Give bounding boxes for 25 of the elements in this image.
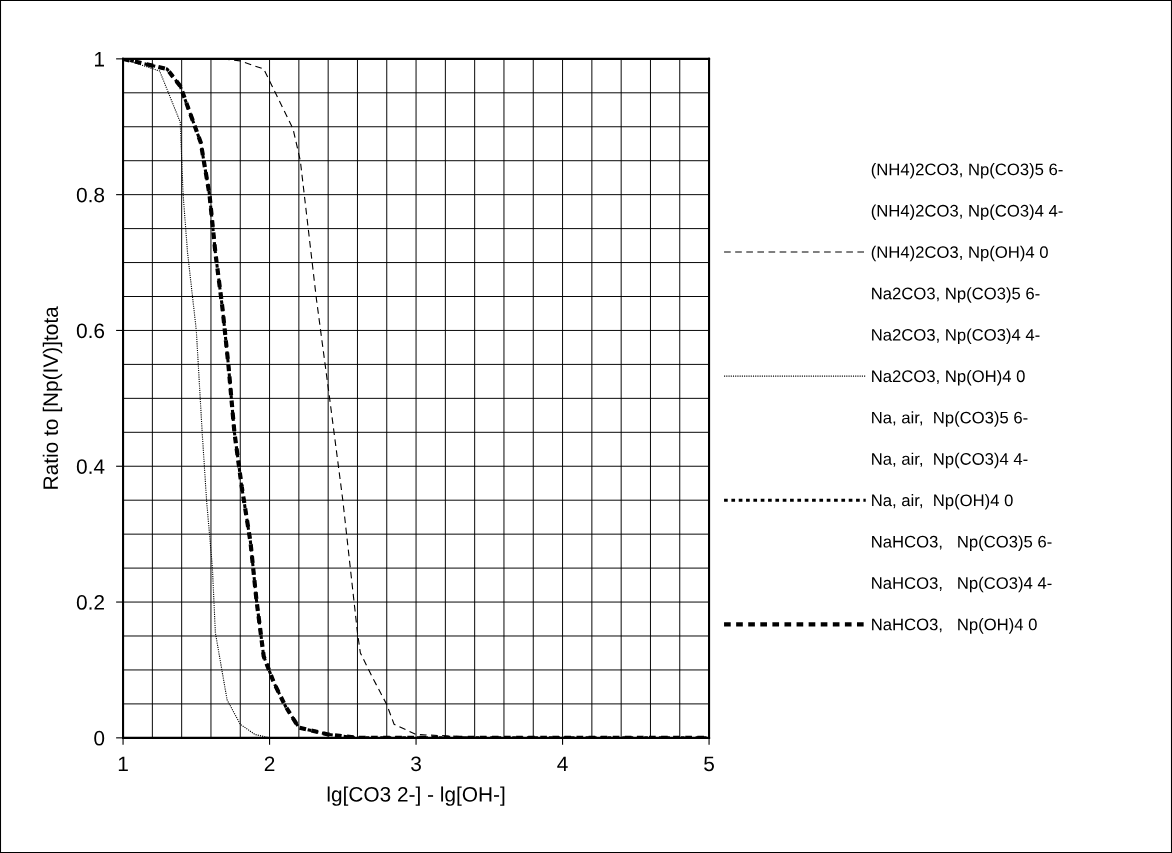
x-tick-label: 4 [557, 756, 568, 771]
x-tick-label: 5 [704, 756, 714, 772]
text: (NH4)2CO3, Np(CO3)5 6- [871, 163, 1063, 179]
text: Na2CO3, Np(CO3)5 6- [872, 287, 1040, 303]
text: NaHCO3, Np(OH)4 0 [872, 618, 1037, 634]
x-axis-title: lg[CO3 2-] - lg[OH-] [327, 786, 505, 806]
text: Na2CO3, Np(OH)4 0 [872, 369, 1025, 386]
x-tick-label: 2 [264, 756, 275, 771]
y-tick-label: 0.6 [76, 323, 105, 339]
y-axis-title: Ratio to [Np(IV)]tota [42, 306, 63, 489]
y-tick-label: 0.4 [76, 459, 105, 474]
text: Na, air, Np(OH)4 0 [872, 494, 1013, 510]
y-tick-label: 1 [95, 52, 104, 67]
text: NaHCO3, Np(CO3)5 6- [872, 535, 1052, 551]
text: NaHCO3, Np(CO3)4 4- [872, 576, 1052, 593]
y-tick-label: 0.8 [76, 187, 105, 203]
text: (NH4)2CO3, Np(OH)4 0 [871, 245, 1048, 262]
x-tick-label: 1 [118, 756, 128, 771]
x-tick-label: 3 [411, 756, 421, 772]
text: (NH4)2CO3, Np(CO3)4 4- [871, 204, 1063, 220]
y-tick-label: 0 [94, 730, 105, 746]
text: Na, air, Np(CO3)4 4- [872, 452, 1028, 469]
text: Na2CO3, Np(CO3)4 4- [872, 328, 1040, 345]
y-tick-label: 0.2 [76, 595, 104, 610]
text: Na, air, Np(CO3)5 6- [872, 411, 1028, 427]
